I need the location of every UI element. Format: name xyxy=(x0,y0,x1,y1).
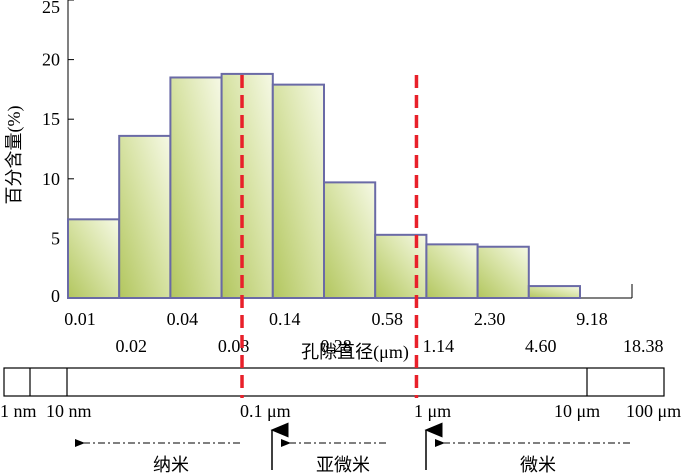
reference-line-group xyxy=(240,75,419,398)
size-scale-bar xyxy=(3,367,665,397)
y-tick-label: 5 xyxy=(51,228,60,248)
bar xyxy=(271,83,325,299)
scale-label-10nm: 10 nm xyxy=(46,401,92,421)
scale-label-1nm: 1 nm xyxy=(0,401,37,421)
y-tick-label: 10 xyxy=(42,169,60,189)
scale-label-100um: 100 μm xyxy=(626,401,681,421)
y-axis-label: 百分含量(%) xyxy=(4,106,25,205)
y-tick-label: 25 xyxy=(42,0,60,17)
y-tick-label: 20 xyxy=(42,50,60,70)
bar xyxy=(220,72,274,299)
bar xyxy=(527,285,581,299)
scale-label-0-1um: 0.1 μm xyxy=(240,401,291,421)
boundary-arrows xyxy=(270,422,443,470)
x-tick-label: 4.60 xyxy=(525,336,557,356)
x-tick-label: 0.02 xyxy=(115,336,147,356)
y-tick-group: 0 5 10 15 20 25 xyxy=(42,0,74,306)
bar xyxy=(169,76,223,300)
x-tick-label: 1.14 xyxy=(423,336,455,356)
bar xyxy=(118,134,172,299)
x-tick-label: 0.14 xyxy=(269,309,301,329)
x-tick-label: 0.08 xyxy=(218,336,250,356)
bar xyxy=(425,243,479,299)
bar-group xyxy=(67,72,581,300)
bar xyxy=(374,233,428,300)
x-tick-label: 0.28 xyxy=(320,336,352,356)
x-tick-label: 0.04 xyxy=(167,309,199,329)
x-tick-label: 9.18 xyxy=(576,309,608,329)
x-tick-label: 0.01 xyxy=(64,309,96,329)
bar xyxy=(476,245,530,300)
scale-label-10um: 10 μm xyxy=(554,401,600,421)
x-tick-group: 0.01 0.04 0.14 0.58 2.30 9.18 0.02 0.08 0.28 1.14… xyxy=(64,309,663,356)
y-tick-label: 0 xyxy=(51,286,60,306)
x-tick-label: 2.30 xyxy=(474,309,506,329)
x-tick-label: 0.58 xyxy=(371,309,403,329)
scale-label-1um: 1 μm xyxy=(414,401,451,421)
bar xyxy=(323,181,377,300)
x-axis-label: 孔隙直径(μm) xyxy=(301,342,409,363)
y-tick-label: 15 xyxy=(42,109,60,129)
x-tick-label: 18.38 xyxy=(623,336,664,356)
range-label-submicron: 亚微米 xyxy=(316,455,370,475)
range-label-micron: 微米 xyxy=(520,455,556,475)
range-label-nano: 纳米 xyxy=(153,455,189,475)
bar xyxy=(67,218,121,299)
